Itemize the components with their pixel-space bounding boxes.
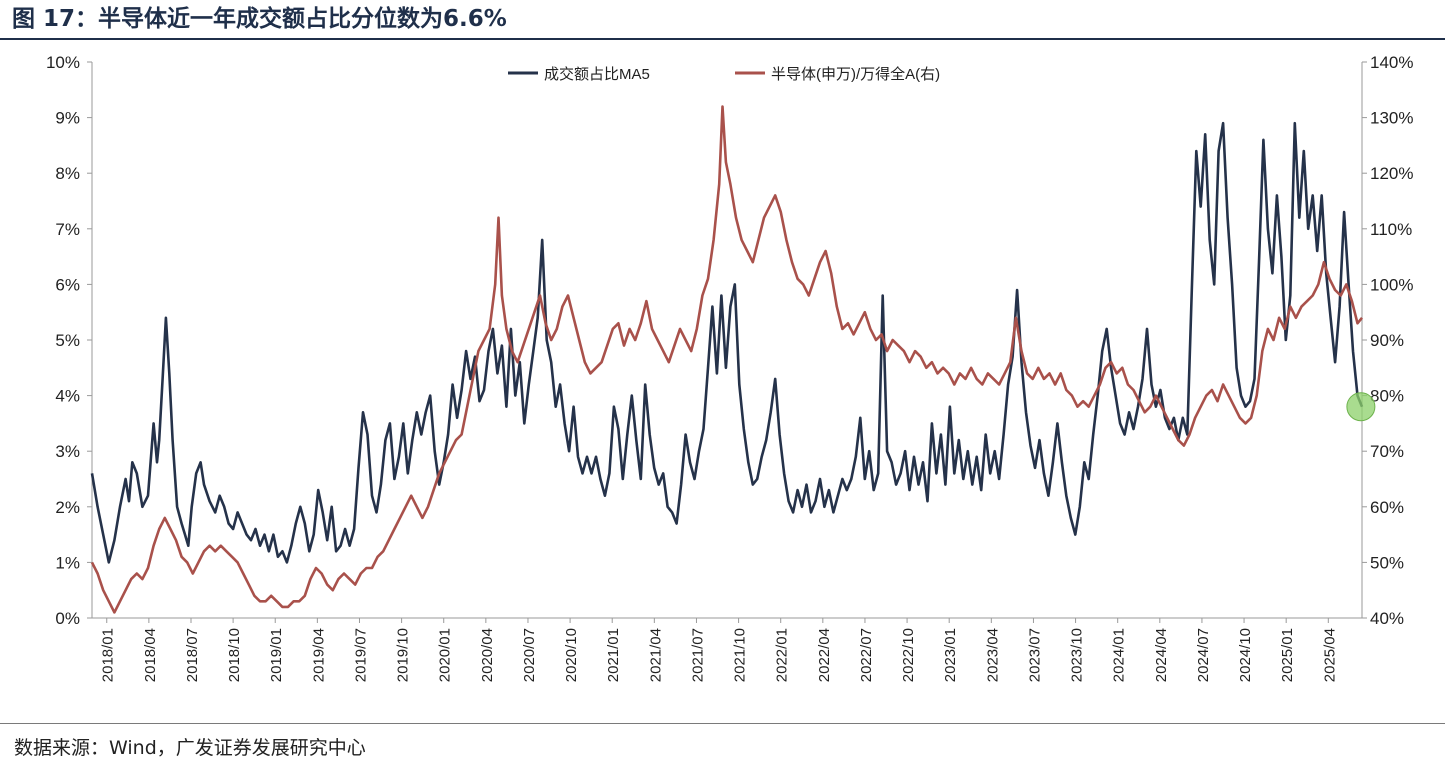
y-right-tick-label: 90% (1370, 331, 1404, 350)
y-left-tick-label: 10% (46, 53, 80, 72)
title-rule (0, 38, 1445, 40)
x-tick-label: 2019/04 (310, 628, 327, 682)
legend: 成交额占比MA5 半导体(申万)/万得全A(右) (508, 65, 940, 83)
x-tick-label: 2019/01 (268, 628, 285, 682)
y-right-tick-label: 100% (1370, 275, 1413, 294)
y-left-tick-label: 9% (55, 109, 80, 128)
x-tick-label: 2021/01 (605, 628, 622, 682)
x-tick-label: 2022/07 (858, 628, 875, 682)
legend-item-relative-label: 半导体(申万)/万得全A(右) (771, 65, 940, 83)
x-tick-label: 2019/07 (352, 628, 369, 682)
y-left-tick-label: 6% (55, 275, 80, 294)
x-tick-label: 2022/04 (816, 628, 833, 682)
highlight-marker (1346, 392, 1376, 422)
x-tick-label: 2018/04 (142, 628, 159, 682)
source-note: 数据来源：Wind，广发证券发展研究中心 (14, 737, 366, 759)
x-tick-label: 2023/01 (942, 628, 959, 682)
x-tick-label: 2022/10 (900, 628, 917, 682)
axes: 0% 1% 2% 3% 4% 5% 6% 7% 8% 9% 10% 40% 50% 60% 70% 80% 90… (46, 53, 1414, 682)
x-tick-label: 2020/07 (521, 628, 538, 682)
y-left-tick-label: 3% (55, 442, 80, 461)
y-right-tick-label: 110% (1370, 220, 1412, 239)
marker-group (1346, 392, 1376, 422)
x-tick-label: 2025/04 (1321, 628, 1338, 682)
y-left-tick-label: 4% (55, 387, 80, 406)
x-tick-label: 2020/10 (563, 628, 580, 682)
y-right-tick-label: 70% (1370, 442, 1404, 461)
x-tick-label: 2023/04 (984, 628, 1001, 682)
y-left-tick-label: 5% (55, 331, 80, 350)
y-left-tick-label: 0% (55, 609, 80, 628)
y-right-tick-label: 40% (1370, 609, 1404, 628)
x-tick-label: 2024/07 (1195, 628, 1212, 682)
x-tick-label: 2022/01 (774, 628, 791, 682)
figure-title: 图 17：半导体近一年成交额占比分位数为6.6% (12, 6, 507, 32)
y-right-tick-label: 120% (1370, 164, 1413, 183)
source-rule (0, 723, 1445, 724)
x-tick-label: 2018/10 (226, 628, 243, 682)
y-right-tick-label: 140% (1370, 53, 1413, 72)
y-left-tick-label: 1% (55, 553, 80, 572)
series-line-relative-index (90, 105, 1364, 614)
y-right-tick-label: 60% (1370, 498, 1404, 517)
y-right-tick-label: 130% (1370, 109, 1413, 128)
legend-item-turnover-label: 成交额占比MA5 (544, 65, 650, 83)
series-group (90, 105, 1364, 614)
x-tick-label: 2021/10 (732, 628, 749, 682)
y-left-tick-label: 2% (55, 498, 80, 517)
x-tick-label: 2024/01 (1111, 628, 1128, 682)
x-tick-label: 2018/07 (184, 628, 201, 682)
x-tick-label: 2024/04 (1153, 628, 1170, 682)
x-tick-label: 2023/07 (1026, 628, 1043, 682)
x-tick-label: 2021/07 (689, 628, 706, 682)
x-tick-label: 2019/10 (395, 628, 412, 682)
x-tick-label: 2025/01 (1279, 628, 1296, 682)
line-chart: 0% 1% 2% 3% 4% 5% 6% 7% 8% 9% 10% 40% 50% 60% 70% 80% 90… (46, 53, 1414, 682)
x-tick-label: 2023/10 (1069, 628, 1086, 682)
x-tick-label: 2020/04 (479, 628, 496, 682)
y-right-tick-label: 50% (1370, 553, 1404, 572)
y-right-tick-label: 80% (1370, 387, 1404, 406)
x-tick-label: 2018/01 (100, 628, 117, 682)
x-tick-label: 2024/10 (1237, 628, 1254, 682)
y-left-tick-label: 7% (55, 220, 80, 239)
series-line-turnover-ratio (90, 121, 1364, 564)
y-left-tick-label: 8% (55, 164, 80, 183)
x-tick-label: 2020/01 (437, 628, 454, 682)
x-tick-label: 2021/04 (647, 628, 664, 682)
